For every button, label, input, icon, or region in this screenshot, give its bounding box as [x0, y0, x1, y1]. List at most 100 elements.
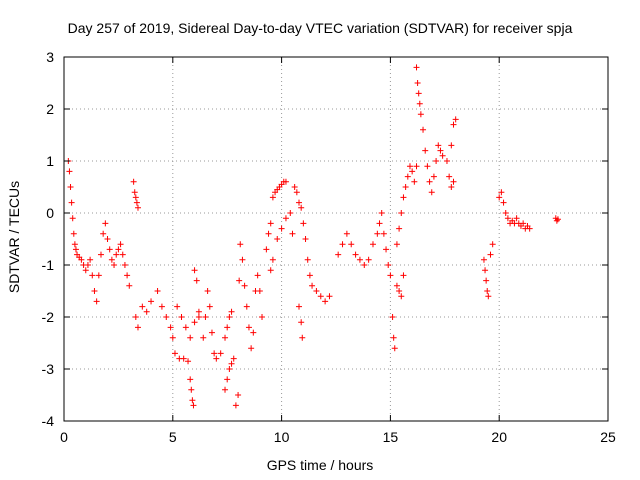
data-point-marker	[274, 236, 281, 242]
data-point-marker	[293, 189, 300, 196]
data-point-marker	[191, 319, 198, 326]
data-point-marker	[66, 168, 73, 175]
data-point-marker	[158, 303, 165, 310]
data-point-marker	[195, 314, 202, 320]
data-point-marker	[322, 298, 329, 305]
data-point-marker	[398, 293, 405, 300]
data-point-marker	[404, 173, 411, 180]
data-point-marker	[82, 267, 89, 274]
y-tick-label: -4	[42, 413, 55, 429]
y-tick-label: -3	[42, 361, 55, 377]
data-point-marker	[187, 376, 194, 383]
data-point-marker	[504, 215, 511, 222]
data-point-marker	[226, 366, 233, 372]
data-point-marker	[443, 158, 450, 164]
data-point-marker	[269, 256, 276, 263]
data-point-marker	[191, 267, 198, 274]
data-point-marker	[448, 184, 455, 190]
data-point-marker	[95, 272, 102, 279]
data-point-marker	[396, 225, 403, 232]
data-point-marker	[513, 215, 520, 222]
y-axis-label: SDTVAR / TECUs	[6, 180, 22, 294]
data-point-marker	[102, 220, 109, 227]
data-point-marker	[208, 329, 215, 336]
data-point-marker	[414, 80, 421, 86]
data-point-marker	[91, 288, 98, 294]
data-point-marker	[243, 303, 250, 310]
data-point-marker	[343, 230, 350, 237]
data-point-marker	[287, 210, 294, 216]
data-point-marker	[108, 256, 115, 263]
data-point-marker	[437, 147, 444, 154]
data-point-marker	[115, 246, 122, 253]
data-point-marker	[133, 199, 140, 206]
data-point-marker	[450, 121, 457, 128]
data-point-marker	[67, 184, 74, 190]
data-point-marker	[132, 194, 139, 201]
data-point-marker	[174, 303, 181, 310]
data-point-marker	[119, 251, 126, 258]
data-point-marker	[131, 189, 138, 196]
data-point-marker	[236, 277, 243, 284]
data-point-marker	[71, 241, 78, 248]
data-point-marker	[282, 178, 289, 185]
data-point-marker	[526, 225, 533, 232]
data-point-marker	[202, 314, 209, 320]
data-point-marker	[317, 293, 324, 300]
data-point-marker	[124, 272, 131, 279]
data-point-marker	[228, 360, 235, 367]
data-point-marker	[369, 241, 376, 248]
data-point-marker	[84, 262, 91, 268]
data-point-marker	[339, 241, 346, 248]
data-point-marker	[68, 199, 75, 206]
data-point-marker	[393, 241, 400, 248]
data-point-marker	[167, 324, 174, 331]
data-point-marker	[134, 324, 141, 331]
data-point-marker	[300, 220, 307, 227]
grid-lines	[64, 57, 608, 421]
data-point-marker	[185, 358, 192, 365]
x-tick-label: 0	[60, 429, 68, 445]
data-point-marker	[267, 220, 274, 227]
data-point-marker	[78, 256, 85, 263]
data-point-marker	[439, 152, 446, 159]
data-point-marker	[365, 256, 372, 263]
data-point-marker	[235, 392, 242, 398]
data-point-marker	[430, 173, 437, 180]
data-point-marker	[502, 210, 509, 216]
data-point-marker	[87, 256, 94, 263]
data-point-marker	[239, 256, 246, 263]
data-point-marker	[190, 402, 197, 409]
data-point-marker	[241, 282, 248, 289]
data-point-marker	[204, 288, 211, 294]
data-point-marker	[126, 282, 133, 289]
data-point-marker	[400, 194, 407, 201]
data-point-marker	[132, 314, 139, 320]
data-point-marker	[428, 189, 435, 196]
data-point-marker	[278, 225, 285, 232]
data-point-marker	[299, 334, 306, 341]
data-point-marker	[390, 334, 397, 341]
data-point-marker	[402, 184, 409, 190]
data-point-marker	[189, 397, 196, 404]
data-point-marker	[188, 386, 195, 393]
data-point-marker	[187, 334, 194, 341]
data-point-marker	[554, 216, 561, 223]
data-point-marker	[485, 293, 492, 300]
data-point-marker	[348, 241, 355, 248]
x-tick-label: 15	[383, 429, 399, 445]
data-point-marker	[424, 163, 431, 170]
data-point-marker	[195, 308, 202, 315]
x-tick-label: 10	[274, 429, 290, 445]
data-point-marker	[387, 272, 394, 279]
data-point-marker	[289, 230, 296, 237]
data-point-marker	[356, 256, 363, 263]
data-point-marker	[70, 230, 77, 237]
data-point-marker	[217, 350, 224, 357]
data-point-marker	[326, 293, 333, 300]
data-point-marker	[378, 210, 385, 216]
data-point-marker	[121, 262, 128, 268]
data-point-marker	[193, 277, 200, 284]
data-point-marker	[171, 350, 178, 357]
y-tick-label: 0	[46, 205, 54, 221]
